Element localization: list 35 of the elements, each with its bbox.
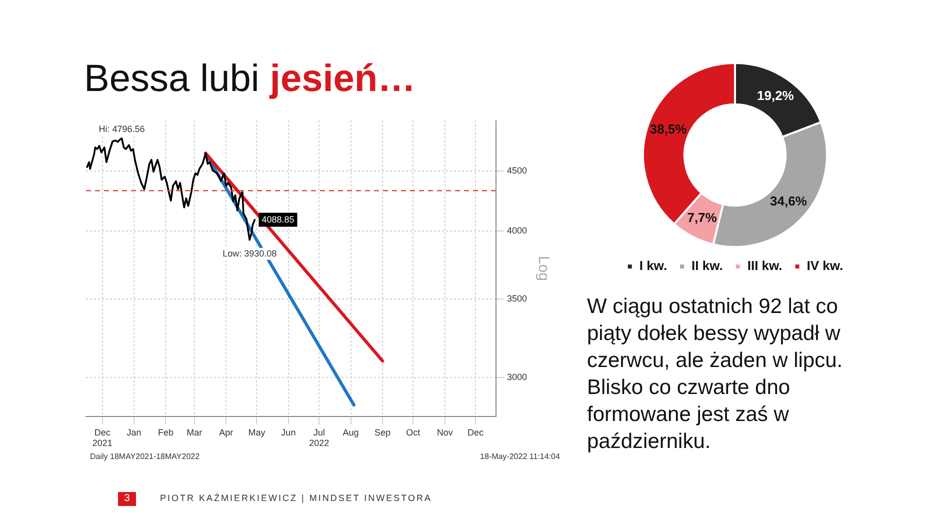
annotation: 4088.85 [262, 214, 294, 224]
data-label: 19,2% [757, 88, 794, 103]
x-tick-label: Apr [219, 427, 234, 438]
data-label: 34,6% [770, 194, 808, 209]
x-tick-label: Nov [436, 427, 454, 438]
x-tick-label: Jun [281, 427, 296, 438]
text: 3 [118, 492, 136, 506]
x-tick-label: Feb [158, 427, 174, 438]
data-label: 38,5% [650, 121, 688, 136]
y-tick-label: 4000 [506, 226, 528, 236]
legend-label: II kw. [692, 258, 723, 274]
annotation: Low: 3930.08 [222, 248, 277, 258]
y-tick-label: 4500 [506, 166, 528, 176]
chart-title: Bessa lubi jesień… [84, 58, 416, 101]
y-tick-label: 3000 [506, 372, 528, 382]
y-axis-title: Log [534, 256, 552, 281]
text: PIOTR KAŹMIERKIEWICZ | MINDSET INWESTORA [160, 493, 432, 503]
x-tick-label: May [248, 427, 266, 438]
annotation: Hi: 4796.56 [98, 124, 145, 134]
text: Daily 18MAY2021-18MAY2022 [90, 452, 200, 461]
x-tick-label: Aug [342, 427, 359, 438]
legend-label: III kw. [747, 258, 782, 274]
x-tick-label: Oct [406, 427, 421, 438]
y-tick-label: 3500 [506, 294, 528, 304]
data-label: 7,7% [687, 210, 718, 225]
legend-label: IV kw. [806, 258, 844, 274]
text: 18-May-2022 11:14:04 [480, 452, 560, 461]
text: W ciągu ostatnich 92 lat co piąty dołek bessy wypadł w czerwcu, ale żaden w lipcu. Blisko co czwarte dno formowane jest zaś w październiku. [587, 294, 844, 455]
x-tick-label: Mar [186, 427, 202, 438]
x-tick-label: Dec [468, 427, 484, 438]
x-tick-label: Jan [126, 427, 142, 438]
x-tick-label: Sep [374, 427, 390, 438]
legend-label: I kw. [639, 258, 668, 274]
x-tick-label: Jul 2022 [309, 427, 330, 448]
x-tick-label: Dec 2021 [92, 427, 112, 448]
